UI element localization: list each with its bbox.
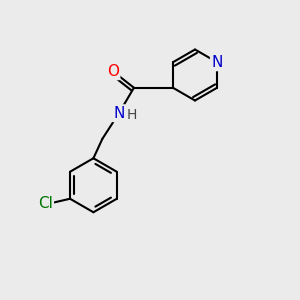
Text: H: H	[126, 108, 137, 122]
Text: N: N	[113, 106, 124, 121]
Text: O: O	[107, 64, 119, 79]
Text: Cl: Cl	[38, 196, 52, 211]
Text: N: N	[212, 55, 223, 70]
